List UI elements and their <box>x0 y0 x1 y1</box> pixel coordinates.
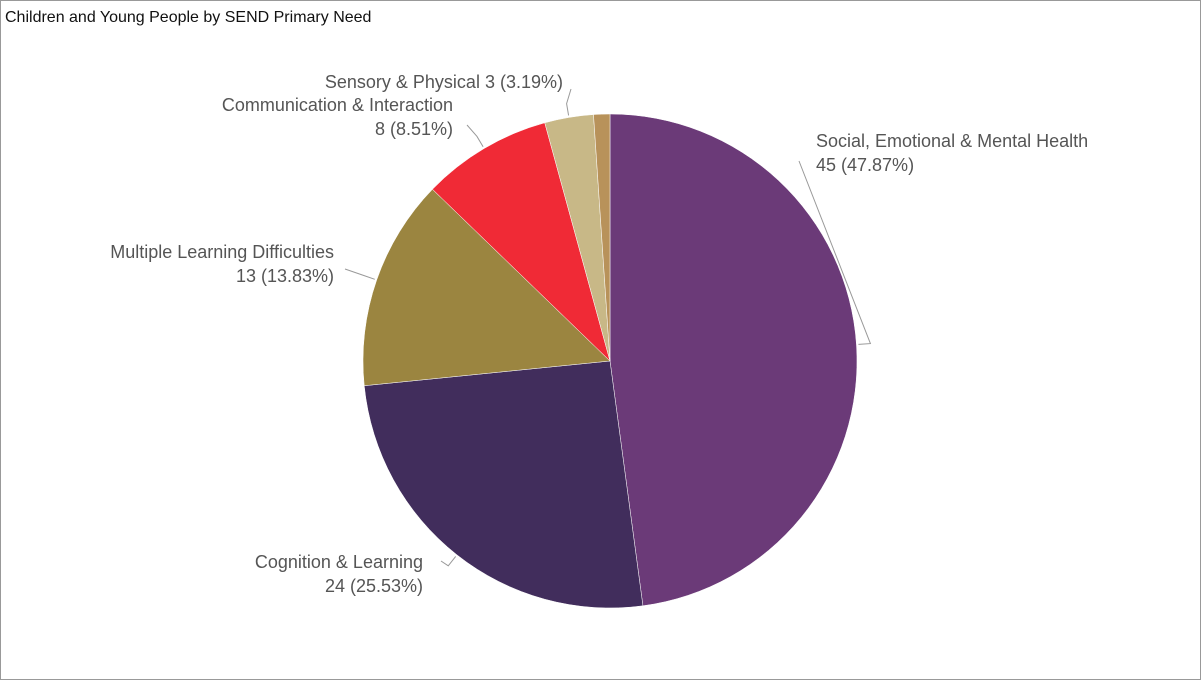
pie-slice <box>432 122 611 362</box>
value-label: 8 (8.51%) <box>375 119 453 139</box>
value-label: 13 (13.83%) <box>236 266 334 286</box>
leader-line <box>798 160 872 345</box>
chart-title: Children and Young People by SEND Primar… <box>5 9 371 26</box>
category-label: Communication & Interaction <box>222 95 453 115</box>
category-label: Cognition & Learning <box>255 552 423 572</box>
category-label: Sensory & Physical <box>325 72 480 92</box>
data-label: Multiple Learning Difficulties 13 (13.83%… <box>110 242 334 286</box>
leader-line <box>440 556 457 567</box>
category-label: Multiple Learning Difficulties <box>110 242 334 262</box>
pie-slice <box>363 360 644 609</box>
leader-line <box>566 88 572 116</box>
value-label: 3 (3.19%) <box>485 72 563 92</box>
pie-slice <box>593 113 611 362</box>
value-label: 24 (25.53%) <box>325 576 423 596</box>
pie-slice <box>362 188 611 386</box>
leader-line <box>466 124 484 148</box>
data-label: Sensory & Physical 3 (3.19%) <box>325 72 563 92</box>
pie-slice <box>609 113 858 607</box>
data-label: Cognition & Learning 24 (25.53%) <box>255 552 423 596</box>
data-label: Communication & Interaction 8 (8.51%) <box>222 95 453 139</box>
category-label: Social, Emotional & Mental Health <box>816 131 1088 151</box>
leader-line <box>344 268 375 280</box>
data-label: Social, Emotional & Mental Health 45 (47.… <box>816 131 1088 175</box>
value-label: 45 (47.87%) <box>816 155 914 175</box>
